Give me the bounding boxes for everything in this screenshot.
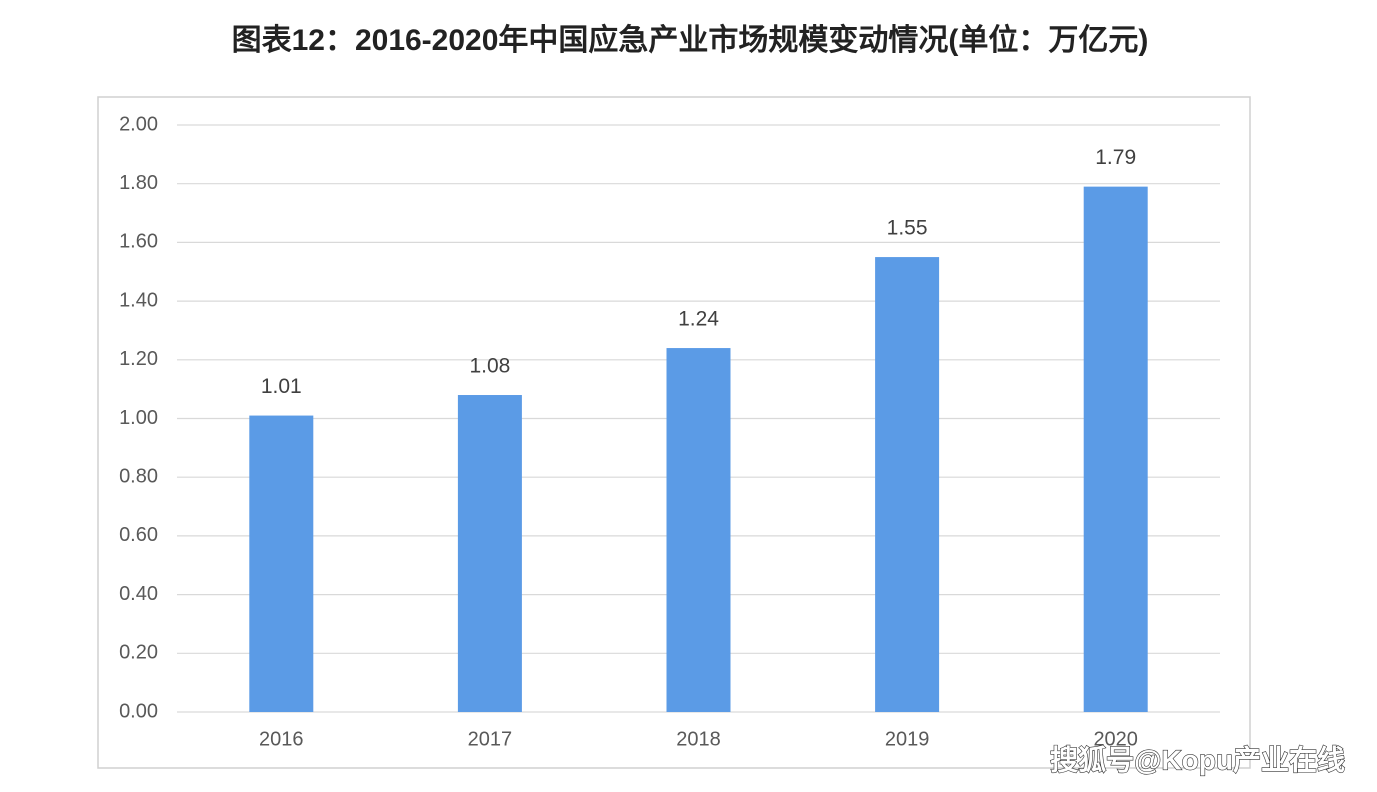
value-label: 1.55 (887, 217, 928, 240)
y-tick-label: 0.60 (119, 524, 158, 546)
y-tick-label: 1.80 (119, 172, 158, 194)
watermark: 搜狐号@Kopu产业在线 (1050, 744, 1345, 775)
bar (875, 257, 940, 712)
chart-frame (97, 96, 1251, 769)
y-tick-label: 0.20 (119, 642, 158, 664)
y-tick-label: 2.00 (119, 113, 158, 135)
y-tick-label: 1.20 (119, 348, 158, 370)
y-tick-label: 0.40 (119, 583, 158, 605)
y-tick-label: 0.80 (119, 465, 158, 487)
y-tick-label: 1.60 (119, 231, 158, 253)
value-label: 1.24 (678, 308, 719, 331)
bar (1083, 186, 1148, 712)
x-tick-label: 2019 (885, 728, 930, 750)
bar (249, 415, 314, 712)
x-tick-label: 2017 (468, 728, 513, 750)
value-label: 1.08 (469, 355, 510, 378)
chart-title: 图表12：2016-2020年中国应急产业市场规模变动情况(单位：万亿元) (232, 23, 1149, 57)
x-tick-label: 2018 (676, 728, 721, 750)
x-tick-label: 2016 (259, 728, 304, 750)
bar (457, 395, 522, 712)
y-tick-label: 1.40 (119, 289, 158, 311)
y-tick-label: 0.00 (119, 700, 158, 722)
x-tick-label: 2020 (1093, 728, 1138, 750)
y-tick-label: 1.00 (119, 407, 158, 429)
value-label: 1.79 (1095, 146, 1136, 169)
bar (666, 348, 731, 712)
value-label: 1.01 (261, 375, 302, 398)
